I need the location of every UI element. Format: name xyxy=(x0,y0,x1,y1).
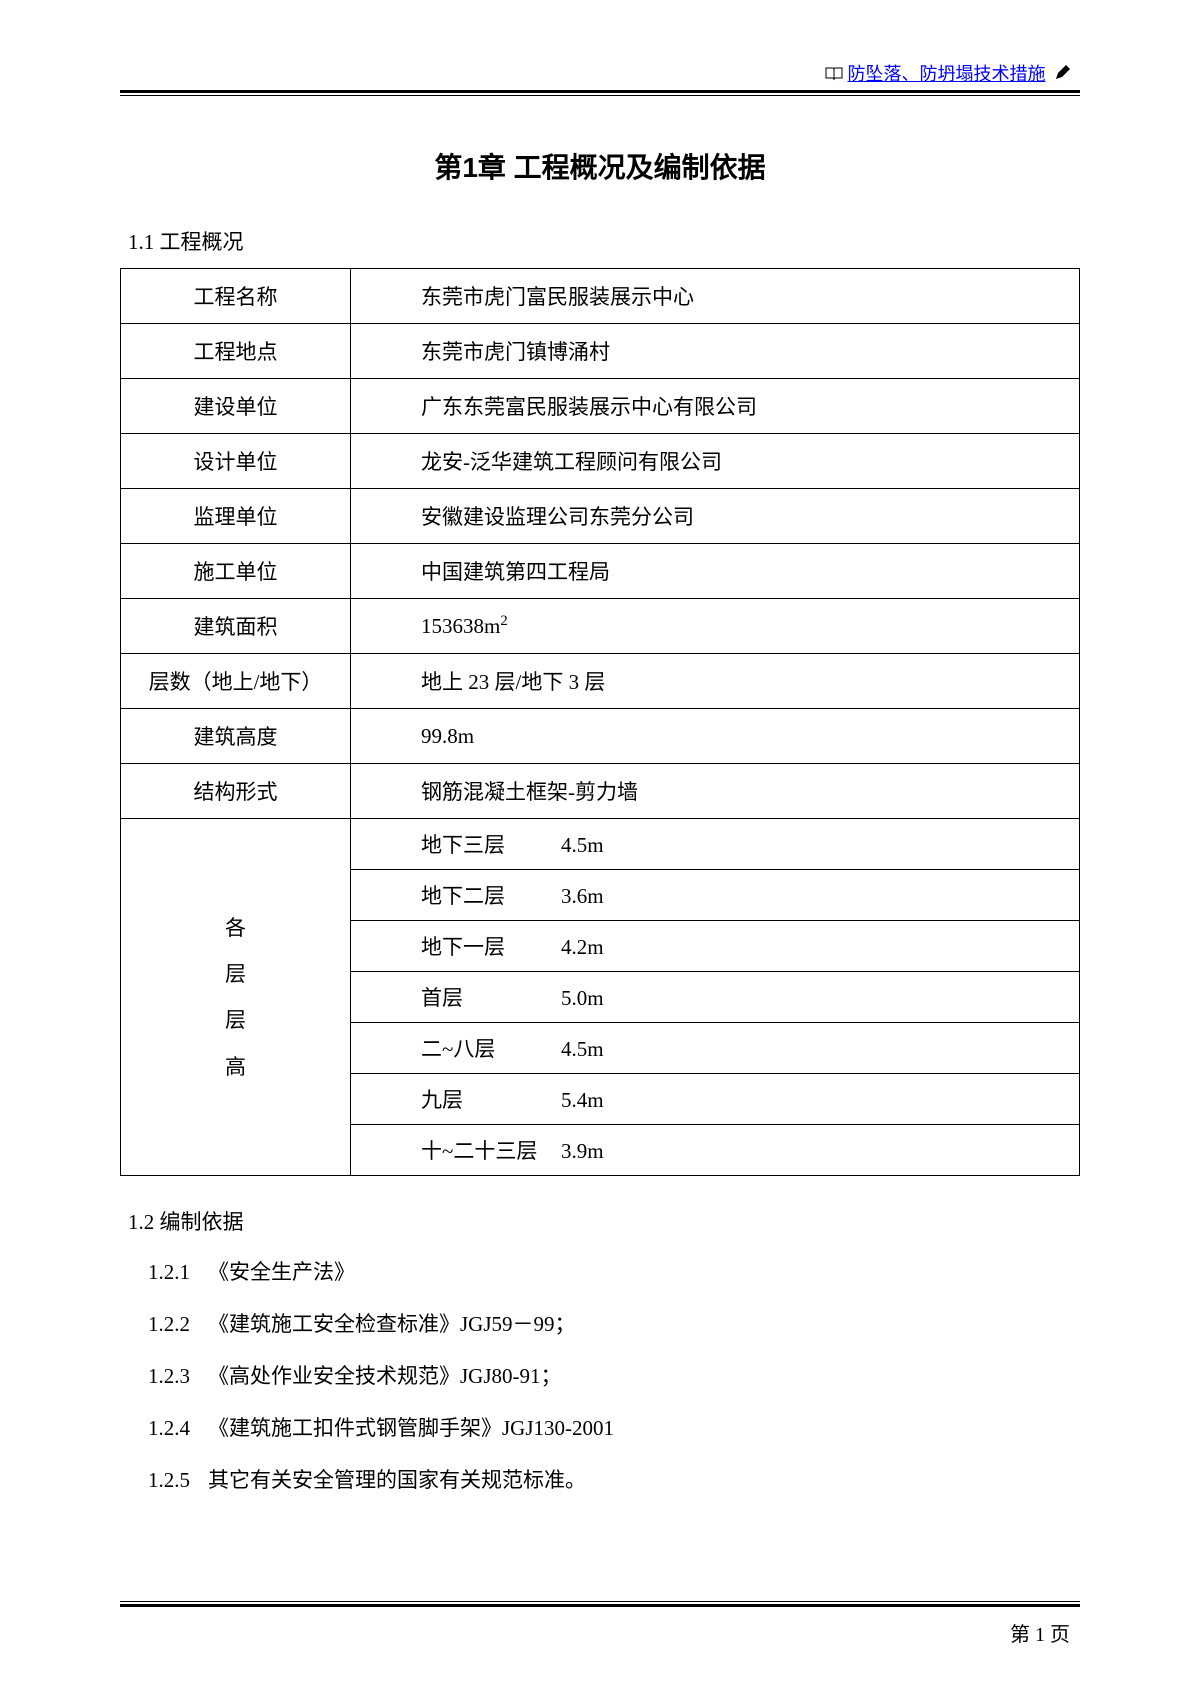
row-label: 施工单位 xyxy=(121,544,351,599)
row-value: 钢筋混凝土框架-剪力墙 xyxy=(351,764,1080,819)
row-label: 结构形式 xyxy=(121,764,351,819)
basis-list: 1.2.1《安全生产法》1.2.2《建筑施工安全检查标准》JGJ59－99；1.… xyxy=(120,1256,1080,1494)
header-breadcrumb: 防坠落、防坍塌技术措施 xyxy=(120,60,1080,86)
project-info-table: 工程名称东莞市虎门富民服装展示中心工程地点东莞市虎门镇博涌村建设单位广东东莞富民… xyxy=(120,268,1080,1176)
row-value: 地上 23 层/地下 3 层 xyxy=(351,654,1080,709)
row-value: 安徽建设监理公司东莞分公司 xyxy=(351,489,1080,544)
floor-name: 地下一层 xyxy=(421,931,561,961)
list-item: 1.2.2《建筑施工安全检查标准》JGJ59－99； xyxy=(148,1308,1080,1338)
row-label: 建筑面积 xyxy=(121,599,351,654)
floor-row: 十~二十三层3.9m xyxy=(351,1125,1079,1176)
book-icon xyxy=(825,65,843,86)
floor-height: 3.6m xyxy=(561,884,604,909)
floor-name: 首层 xyxy=(421,982,561,1012)
item-number: 1.2.4 xyxy=(148,1416,208,1441)
floor-row: 二~八层4.5m xyxy=(351,1023,1079,1074)
row-value: 153638m2 xyxy=(351,599,1080,654)
table-row: 监理单位安徽建设监理公司东莞分公司 xyxy=(121,489,1080,544)
header-link-text[interactable]: 防坠落、防坍塌技术措施 xyxy=(848,64,1046,84)
row-value: 广东东莞富民服装展示中心有限公司 xyxy=(351,379,1080,434)
floor-row: 地下一层4.2m xyxy=(351,921,1079,972)
table-row: 层数（地上/地下）地上 23 层/地下 3 层 xyxy=(121,654,1080,709)
floor-height: 4.5m xyxy=(561,833,604,858)
floor-name: 地下三层 xyxy=(421,829,561,859)
list-item: 1.2.3《高处作业安全技术规范》JGJ80-91； xyxy=(148,1360,1080,1390)
list-item: 1.2.5其它有关安全管理的国家有关规范标准。 xyxy=(148,1464,1080,1494)
floor-height: 3.9m xyxy=(561,1139,604,1164)
floor-values: 地下三层4.5m地下二层3.6m地下一层4.2m首层5.0m二~八层4.5m九层… xyxy=(351,819,1080,1176)
chapter-title: 第1章 工程概况及编制依据 xyxy=(120,146,1080,186)
floor-name: 地下二层 xyxy=(421,880,561,910)
item-text: 其它有关安全管理的国家有关规范标准。 xyxy=(208,1468,586,1492)
table-row: 建筑高度99.8m xyxy=(121,709,1080,764)
list-item: 1.2.4《建筑施工扣件式钢管脚手架》JGJ130-2001 xyxy=(148,1412,1080,1442)
floor-name: 十~二十三层 xyxy=(421,1135,561,1165)
row-label: 工程名称 xyxy=(121,269,351,324)
table-row: 施工单位中国建筑第四工程局 xyxy=(121,544,1080,599)
table-row: 建筑面积153638m2 xyxy=(121,599,1080,654)
list-item: 1.2.1《安全生产法》 xyxy=(148,1256,1080,1286)
item-number: 1.2.2 xyxy=(148,1312,208,1337)
row-label: 建筑高度 xyxy=(121,709,351,764)
item-number: 1.2.5 xyxy=(148,1468,208,1493)
row-label: 建设单位 xyxy=(121,379,351,434)
item-text: 《建筑施工扣件式钢管脚手架》JGJ130-2001 xyxy=(208,1416,614,1440)
table-row: 工程地点东莞市虎门镇博涌村 xyxy=(121,324,1080,379)
floor-row: 首层5.0m xyxy=(351,972,1079,1023)
table-row: 结构形式钢筋混凝土框架-剪力墙 xyxy=(121,764,1080,819)
floor-name: 二~八层 xyxy=(421,1033,561,1063)
section-2-heading: 1.2 编制依据 xyxy=(120,1206,1080,1236)
floor-row: 地下二层3.6m xyxy=(351,870,1079,921)
section-1-heading: 1.1 工程概况 xyxy=(120,226,1080,256)
row-value: 中国建筑第四工程局 xyxy=(351,544,1080,599)
table-row: 工程名称东莞市虎门富民服装展示中心 xyxy=(121,269,1080,324)
floor-height: 5.0m xyxy=(561,986,604,1011)
item-text: 《建筑施工安全检查标准》JGJ59－99； xyxy=(208,1312,576,1336)
floor-row: 地下三层4.5m xyxy=(351,819,1079,870)
row-label: 工程地点 xyxy=(121,324,351,379)
table-row-floors: 各层层高地下三层4.5m地下二层3.6m地下一层4.2m首层5.0m二~八层4.… xyxy=(121,819,1080,1176)
floor-height: 4.5m xyxy=(561,1037,604,1062)
floor-height: 5.4m xyxy=(561,1088,604,1113)
table-row: 建设单位广东东莞富民服装展示中心有限公司 xyxy=(121,379,1080,434)
row-value: 99.8m xyxy=(351,709,1080,764)
page-number: 第 1 页 xyxy=(1010,1618,1070,1647)
floor-label: 各层层高 xyxy=(121,819,351,1176)
pen-icon xyxy=(1054,65,1070,86)
floor-row: 九层5.4m xyxy=(351,1074,1079,1125)
row-label: 层数（地上/地下） xyxy=(121,654,351,709)
row-value: 东莞市虎门富民服装展示中心 xyxy=(351,269,1080,324)
header-divider xyxy=(120,90,1080,96)
item-text: 《安全生产法》 xyxy=(208,1260,355,1284)
footer-divider xyxy=(120,1601,1080,1607)
floor-height: 4.2m xyxy=(561,935,604,960)
row-label: 设计单位 xyxy=(121,434,351,489)
row-value: 龙安-泛华建筑工程顾问有限公司 xyxy=(351,434,1080,489)
item-number: 1.2.1 xyxy=(148,1260,208,1285)
row-label: 监理单位 xyxy=(121,489,351,544)
table-row: 设计单位龙安-泛华建筑工程顾问有限公司 xyxy=(121,434,1080,489)
item-text: 《高处作业安全技术规范》JGJ80-91； xyxy=(208,1364,562,1388)
row-value: 东莞市虎门镇博涌村 xyxy=(351,324,1080,379)
floor-name: 九层 xyxy=(421,1084,561,1114)
item-number: 1.2.3 xyxy=(148,1364,208,1389)
